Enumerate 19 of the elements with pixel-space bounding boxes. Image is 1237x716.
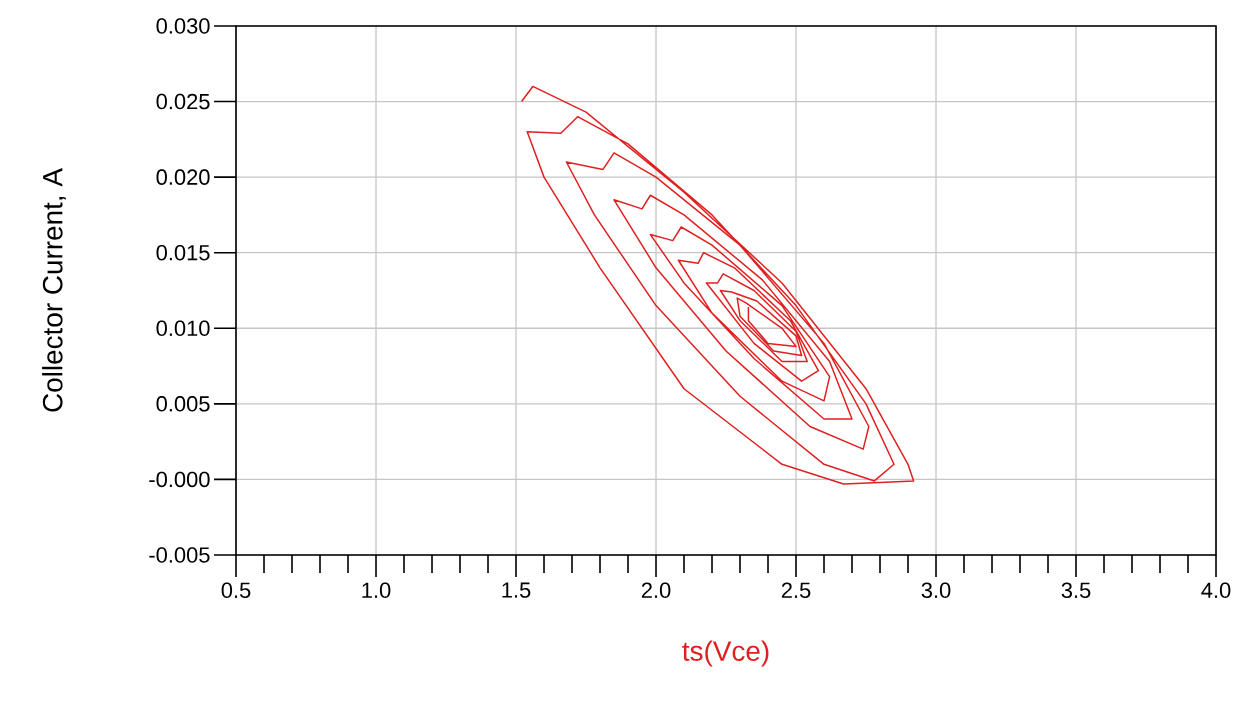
y-axis-title: Collector Current, A <box>42 168 66 412</box>
y-tick-label: 0.020 <box>156 169 210 185</box>
y-tick-label: -0.005 <box>149 547 210 563</box>
x-tick-label: 1.5 <box>502 582 531 598</box>
y-tick-label: 0.025 <box>156 93 210 110</box>
x-tick-label: 1.0 <box>362 582 391 599</box>
x-tick-label: 4.0 <box>1201 582 1231 599</box>
y-tick-label: -0.000 <box>149 471 210 488</box>
y-tick-label: 0.005 <box>156 396 210 412</box>
y-tick-label: 0.030 <box>156 18 210 34</box>
x-tick-label: 2.5 <box>781 582 811 599</box>
y-tick-label: 0.015 <box>156 244 210 261</box>
x-tick-label: 2.0 <box>641 582 671 599</box>
x-tick-label: 3.0 <box>921 582 951 599</box>
x-tick-label: 0.5 <box>221 582 251 599</box>
x-axis-title: ts(Vce) <box>682 640 769 667</box>
line-series <box>520 85 915 485</box>
x-tick-label: 3.5 <box>1061 582 1091 599</box>
y-tick-label: 0.010 <box>156 320 210 337</box>
